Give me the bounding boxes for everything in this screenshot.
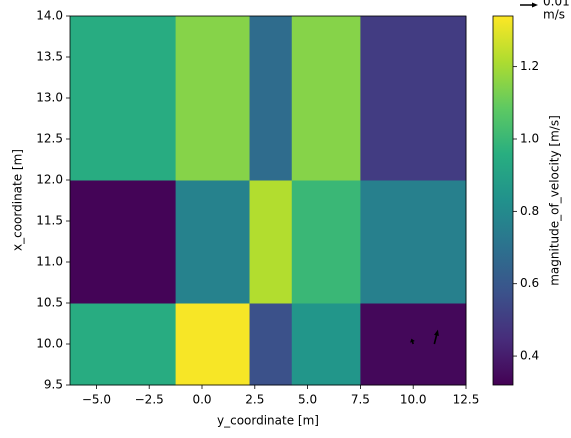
quiver-key-arrow (520, 2, 538, 8)
x-tick-label: −2.5 (135, 393, 164, 407)
x-axis-label: y_coordinate [m] (217, 414, 319, 428)
y-tick-label: 12.0 (36, 173, 63, 187)
colorbar (492, 15, 514, 386)
y-tick-label: 9.5 (44, 378, 63, 392)
heatmap-cell (70, 303, 177, 386)
x-tick-label: 2.5 (245, 393, 264, 407)
x-tick-label: 12.5 (453, 393, 480, 407)
y-tick-label: 11.5 (36, 214, 63, 228)
colorbar-tick-label: 0.8 (520, 204, 539, 218)
x-tick-label: −5.0 (82, 393, 111, 407)
plot-frame (69, 15, 467, 386)
quiver-key-label: m/s (543, 8, 565, 22)
y-axis-label: x_coordinate [m] (11, 149, 25, 251)
quiver-key-label: 0.01 (543, 0, 570, 9)
y-tick-label: 10.0 (36, 337, 63, 351)
colorbar-tick-label: 1.2 (520, 59, 539, 73)
heatmap-cell (291, 16, 361, 181)
heatmap-cell (360, 180, 467, 304)
heatmap-cell (360, 303, 467, 386)
heatmap-cell (249, 16, 293, 181)
heatmap-cell (70, 180, 177, 304)
heatmap-cell (291, 303, 361, 386)
heatmap-cell (249, 303, 293, 386)
y-tick-label: 11.0 (36, 255, 63, 269)
y-tick-label: 13.5 (36, 50, 63, 64)
heatmap-cell (175, 303, 251, 386)
colorbar-tick-label: 1.0 (520, 132, 539, 146)
colorbar-tick-label: 0.4 (520, 349, 539, 363)
heatmap-cell (175, 16, 251, 181)
quiver-arrow (433, 329, 439, 345)
x-tick-label: 7.5 (351, 393, 370, 407)
heatmap-cell (70, 16, 177, 181)
heatmap-cell (360, 16, 467, 181)
y-tick-label: 13.0 (36, 91, 63, 105)
y-tick-label: 12.5 (36, 132, 63, 146)
heatmap-cell (291, 180, 361, 304)
heatmap-cell (175, 180, 251, 304)
colorbar-tick-label: 0.6 (520, 276, 539, 290)
x-tick-label: 5.0 (298, 393, 317, 407)
y-tick-label: 10.5 (36, 296, 63, 310)
y-tick-label: 14.0 (36, 9, 63, 23)
heatmap-cell (249, 180, 293, 304)
colorbar-label: magnitude_of_velocity [m/s] (548, 115, 562, 286)
quiver-arrow (410, 338, 415, 345)
x-tick-label: 0.0 (192, 393, 211, 407)
x-tick-label: 10.0 (400, 393, 427, 407)
